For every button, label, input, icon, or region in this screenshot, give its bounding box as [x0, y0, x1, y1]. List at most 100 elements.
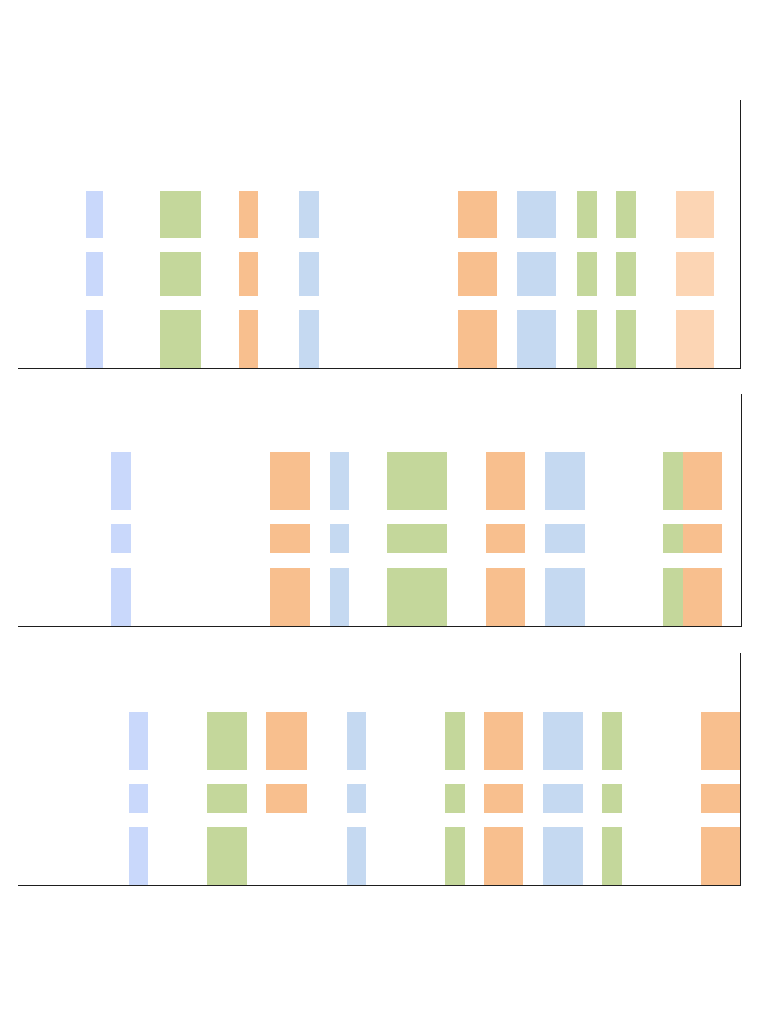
data-cell	[369, 582, 388, 598]
data-cell	[604, 496, 625, 511]
data-cell	[583, 784, 603, 800]
highlighted-cell	[129, 827, 149, 843]
header-cell-level-4	[425, 697, 446, 713]
highlighted-cell	[695, 207, 715, 224]
data-cell	[714, 267, 741, 283]
highlighted-cell	[543, 784, 564, 800]
data-cell	[583, 799, 603, 814]
data-cell	[418, 207, 438, 224]
data-cell	[92, 568, 112, 583]
data-cell	[310, 496, 331, 511]
data-cell	[385, 712, 406, 728]
data-cell	[151, 611, 172, 627]
data-cell	[140, 191, 161, 208]
header-cell-level-4	[556, 145, 578, 177]
section-row	[103, 176, 741, 192]
data-cell	[656, 252, 677, 268]
data-cell	[656, 282, 677, 297]
data-cell	[556, 353, 578, 369]
highlighted-cell	[129, 712, 149, 728]
header-cell-level-4	[537, 145, 557, 177]
highlighted-cell	[129, 799, 149, 814]
header-cell-level-4	[636, 145, 657, 177]
highlighted-cell	[545, 452, 566, 468]
header-cell-level-4	[258, 145, 280, 177]
highlighted-cell	[543, 799, 564, 814]
data-cell	[349, 496, 370, 511]
data-cell	[327, 712, 348, 728]
data-cell	[279, 353, 300, 369]
highlighted-cell	[330, 481, 350, 497]
section-row	[18, 770, 741, 785]
header-cell-level-4	[486, 438, 507, 453]
highlighted-cell	[537, 207, 557, 224]
data-cell	[385, 727, 406, 742]
highlighted-cell	[602, 799, 623, 814]
highlighted-cell	[506, 568, 526, 583]
highlighted-cell	[239, 191, 259, 208]
data-cell	[307, 727, 328, 742]
header-cell-level-3	[92, 423, 172, 439]
highlighted-cell	[676, 324, 696, 340]
header-cell-level-4	[543, 697, 564, 713]
row-index-cell	[18, 223, 37, 239]
data-cell	[681, 870, 702, 886]
highlighted-cell	[427, 568, 448, 583]
highlighted-cell	[290, 524, 311, 540]
data-cell	[622, 712, 642, 728]
data-cell	[604, 582, 625, 598]
data-cell	[310, 481, 331, 497]
data-cell	[103, 207, 122, 224]
highlighted-cell	[695, 353, 715, 369]
data-cell	[523, 727, 544, 742]
data-cell	[722, 452, 742, 468]
data-cell	[497, 353, 518, 369]
header-cell-level-4	[92, 438, 112, 453]
row-label-cell	[36, 282, 87, 297]
data-cell	[279, 223, 300, 239]
highlighted-cell	[299, 191, 320, 208]
header-cell-level-4	[279, 145, 300, 177]
data-cell	[168, 827, 189, 843]
data-cell	[307, 741, 328, 757]
header-cell-level-1	[90, 653, 741, 669]
data-cell	[307, 870, 328, 886]
row-label-cell	[36, 496, 93, 511]
highlighted-cell	[517, 207, 538, 224]
highlighted-cell	[545, 481, 566, 497]
data-cell	[525, 481, 546, 497]
data-cell	[307, 784, 328, 800]
data-cell	[168, 712, 189, 728]
data-cell	[286, 842, 308, 857]
data-cell	[230, 568, 251, 583]
data-cell	[622, 756, 642, 771]
data-cell	[109, 870, 130, 886]
highlighted-cell	[702, 496, 723, 511]
data-cell	[604, 597, 625, 612]
data-cell	[279, 282, 300, 297]
data-cell	[385, 856, 406, 871]
data-cell	[597, 267, 617, 283]
highlighted-cell	[504, 712, 524, 728]
header-cell-level-3	[604, 423, 684, 439]
data-cell	[641, 799, 662, 814]
data-cell	[230, 539, 251, 554]
highlighted-cell	[458, 223, 479, 239]
highlighted-cell	[330, 597, 350, 612]
data-cell	[90, 870, 110, 886]
highlighted-cell	[695, 324, 715, 340]
highlighted-cell	[111, 611, 132, 627]
header-cell-level-3	[379, 130, 459, 146]
data-cell	[597, 353, 617, 369]
highlighted-cell	[506, 524, 526, 540]
data-cell	[188, 842, 208, 857]
header-cell-level-2	[86, 115, 300, 131]
header-cell-level-3	[239, 130, 300, 146]
highlighted-cell	[517, 267, 538, 283]
data-cell	[523, 856, 544, 871]
row-label-cell	[36, 207, 87, 224]
data-cell	[279, 310, 300, 325]
data-cell	[585, 452, 605, 468]
data-cell	[191, 568, 212, 583]
data-cell	[168, 741, 189, 757]
